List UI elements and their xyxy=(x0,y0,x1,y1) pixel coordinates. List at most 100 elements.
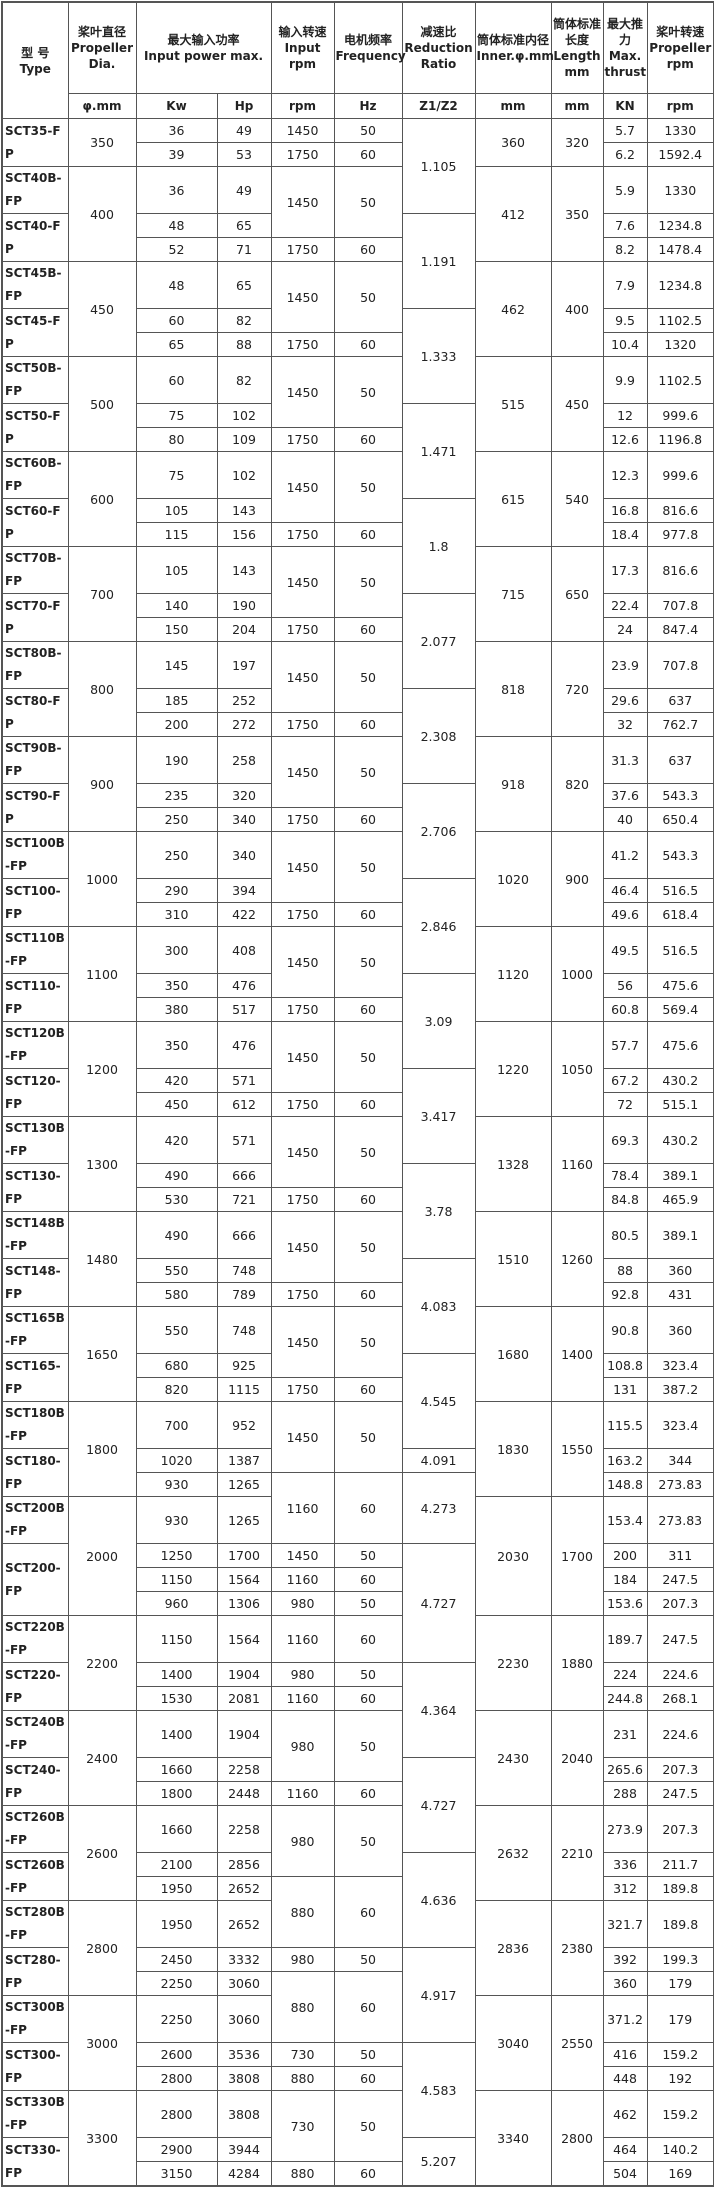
power-kw-cell: 65 xyxy=(135,332,218,357)
table-row: SCT50B-FP 500 60 82 1450 50 515 450 9.9 1102.5 xyxy=(1,356,714,452)
propeller-rpm-cell: 707.8 xyxy=(646,641,714,689)
header-inner: 筒体标准内径 Inner.φ.mm xyxy=(474,1,554,94)
propeller-rpm-cell: 1478.4 xyxy=(646,237,714,262)
inner-dia-cell: 2836 xyxy=(474,1900,552,1996)
inner-dia-cell: 1328 xyxy=(474,1116,552,1212)
propeller-rpm-cell: 268.1 xyxy=(646,1686,714,1711)
propeller-dia-cell: 500 xyxy=(67,356,137,452)
power-kw-cell: 1150 xyxy=(135,1615,218,1663)
header-type-zh: 型 号 xyxy=(21,45,50,60)
units-row: φ.mm Kw Hp rpm Hz Z1/Z2 mm mm KN rpm xyxy=(2,93,714,119)
table-row: SCT50-FP 75 102 1.471 12 999.6 xyxy=(1,403,714,499)
input-rpm-cell: 1160 xyxy=(270,1567,335,1592)
frequency-cell: 50 xyxy=(333,831,403,903)
power-kw-cell: 52 xyxy=(135,237,218,262)
table-row: SCT40B-FP 400 36 49 1450 50 412 350 5.9 1330 xyxy=(1,166,714,262)
propeller-rpm-cell: 516.5 xyxy=(646,926,714,974)
inner-dia-cell: 1510 xyxy=(474,1211,552,1307)
length-cell: 540 xyxy=(550,451,604,547)
table-row: 1150 1564 1160 60 184 247.5 xyxy=(2,1567,714,1592)
max-thrust-cell: 60.8 xyxy=(602,997,648,1022)
length-cell: 350 xyxy=(550,166,604,262)
frequency-cell: 60 xyxy=(333,617,403,642)
model-type-cell: SCT120B-FP xyxy=(1,1021,69,1069)
power-kw-cell: 150 xyxy=(135,617,218,642)
reduction-ratio-cell: 1.105 xyxy=(401,118,476,214)
power-kw-cell: 36 xyxy=(135,118,218,143)
model-type-cell: SCT90-FP xyxy=(1,783,69,832)
table-row: SCT90-FP 235 320 2.706 37.6 543.3 xyxy=(1,783,714,879)
table-row: 530 721 1750 60 84.8 465.9 xyxy=(2,1187,714,1212)
propeller-dia-cell: 2800 xyxy=(67,1900,137,1996)
propeller-dia-cell: 2200 xyxy=(67,1615,137,1711)
model-type-cell: SCT120-FP xyxy=(1,1068,69,1117)
power-kw-cell: 250 xyxy=(135,807,218,832)
propeller-rpm-cell: 430.2 xyxy=(646,1116,714,1164)
table-row: SCT60B-FP 600 75 102 1450 50 615 540 12.3 999.6 xyxy=(1,451,714,547)
frequency-cell: 50 xyxy=(333,451,403,523)
propeller-rpm-cell: 1320 xyxy=(646,332,714,357)
max-thrust-cell: 40 xyxy=(602,807,648,832)
max-thrust-cell: 41.2 xyxy=(602,831,648,879)
propeller-rpm-cell: 360 xyxy=(646,1306,714,1354)
power-hp-cell: 2081 xyxy=(216,1686,272,1711)
max-thrust-cell: 448 xyxy=(602,2066,648,2091)
power-hp-cell: 476 xyxy=(216,1021,272,1069)
table-row: SCT45B-FP 450 48 65 1450 50 462 400 7.9 1234.8 xyxy=(1,261,714,357)
model-type-cell: SCT90B-FP xyxy=(1,736,69,784)
header-type-en: Type xyxy=(19,61,51,76)
input-rpm-cell: 880 xyxy=(270,1971,335,2043)
model-type-cell: SCT40B-FP xyxy=(1,166,69,214)
table-row: SCT45-FP 60 82 1.333 9.5 1102.5 xyxy=(1,308,714,404)
frequency-cell: 50 xyxy=(333,1306,403,1378)
input-rpm-cell: 1750 xyxy=(270,807,335,832)
power-kw-cell: 300 xyxy=(135,926,218,974)
power-kw-cell: 1250 xyxy=(135,1543,218,1568)
power-kw-cell: 105 xyxy=(135,546,218,594)
input-rpm-cell: 1750 xyxy=(270,332,335,357)
propeller-dia-cell: 600 xyxy=(67,451,137,547)
propeller-dia-cell: 1200 xyxy=(67,1021,137,1117)
max-thrust-cell: 24 xyxy=(602,617,648,642)
power-kw-cell: 1660 xyxy=(135,1757,218,1782)
max-thrust-cell: 49.5 xyxy=(602,926,648,974)
frequency-cell: 60 xyxy=(333,712,403,737)
propeller-rpm-cell: 273.83 xyxy=(646,1496,714,1544)
frequency-cell: 50 xyxy=(333,1543,403,1568)
power-kw-cell: 1800 xyxy=(135,1781,218,1806)
propeller-rpm-cell: 387.2 xyxy=(646,1377,714,1402)
inner-dia-cell: 1220 xyxy=(474,1021,552,1117)
frequency-cell: 60 xyxy=(333,902,403,927)
power-hp-cell: 109 xyxy=(216,427,272,452)
reduction-ratio-cell: 4.636 xyxy=(401,1852,476,1948)
length-cell: 720 xyxy=(550,641,604,737)
frequency-cell: 50 xyxy=(333,2090,403,2162)
input-rpm-cell: 730 xyxy=(270,2042,335,2067)
power-kw-cell: 530 xyxy=(135,1187,218,1212)
table-row: SCT100-FP 290 394 2.846 46.4 516.5 xyxy=(1,878,714,974)
inner-dia-cell: 412 xyxy=(474,166,552,262)
propeller-rpm-cell: 1234.8 xyxy=(646,213,714,238)
power-kw-cell: 36 xyxy=(135,166,218,214)
propeller-rpm-cell: 360 xyxy=(646,1258,714,1283)
frequency-cell: 50 xyxy=(333,2042,403,2067)
reduction-ratio-cell: 4.364 xyxy=(401,1662,476,1758)
power-kw-cell: 48 xyxy=(135,213,218,238)
power-kw-cell: 190 xyxy=(135,736,218,784)
model-type-cell: SCT300B-FP xyxy=(1,1995,69,2043)
input-rpm-cell: 1160 xyxy=(270,1615,335,1663)
power-hp-cell: 88 xyxy=(216,332,272,357)
frequency-cell: 60 xyxy=(333,1377,403,1402)
frequency-cell: 60 xyxy=(333,807,403,832)
propeller-rpm-cell: 475.6 xyxy=(646,1021,714,1069)
model-type-cell: SCT130-FP xyxy=(1,1163,69,1212)
power-hp-cell: 1115 xyxy=(216,1377,272,1402)
propeller-rpm-cell: 1330 xyxy=(646,118,714,143)
power-hp-cell: 65 xyxy=(216,213,272,238)
inner-dia-cell: 1020 xyxy=(474,831,552,927)
table-row: SCT180-FP 1020 1387 4.091 163.2 344 xyxy=(1,1448,714,1497)
input-rpm-cell: 1450 xyxy=(270,356,335,428)
table-row: 2800 3808 880 60 448 192 xyxy=(2,2066,714,2091)
power-hp-cell: 2258 xyxy=(216,1805,272,1853)
power-kw-cell: 420 xyxy=(135,1116,218,1164)
